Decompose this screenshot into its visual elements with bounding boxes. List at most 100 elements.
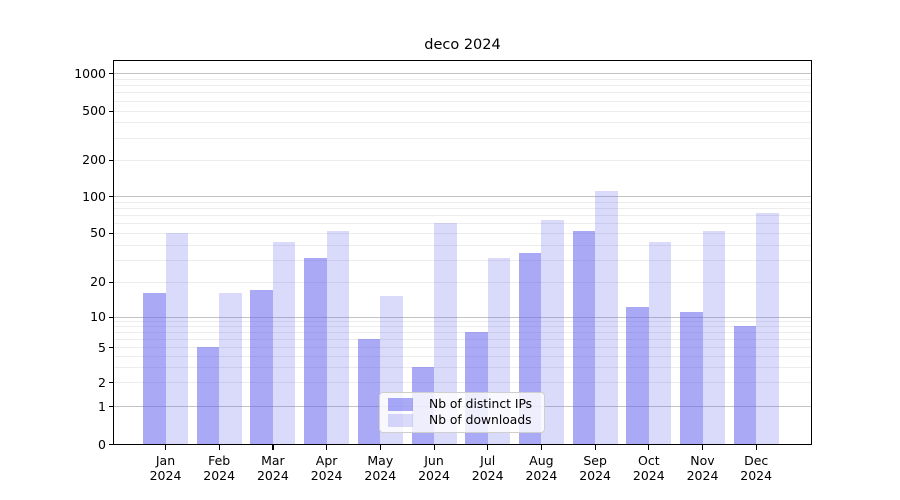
x-axis-tick [218, 445, 220, 450]
x-axis-tick-label: Jun 2024 [402, 453, 466, 483]
y-axis-tick-label: 1 [98, 398, 106, 414]
legend-swatch-distinct-ips [388, 398, 413, 411]
x-axis-tick [326, 445, 328, 450]
y-axis-tick-label: 200 [82, 152, 106, 167]
x-axis-tick-label-line: Feb [208, 453, 231, 468]
y-axis-tick-label: 50 [90, 225, 106, 241]
legend-label: Nb of distinct IPs [429, 396, 533, 411]
major-gridline [114, 73, 811, 75]
x-axis-tick-label-line: Jan [155, 453, 176, 468]
bar-distinct-ips [680, 311, 703, 444]
legend: Nb of distinct IPs Nb of downloads [379, 392, 545, 433]
x-axis-tick-label-line: 2024 [471, 468, 504, 483]
x-axis-tick-label: Jan 2024 [134, 453, 198, 483]
bar-distinct-ips [143, 292, 166, 444]
y-axis-tick [108, 347, 113, 349]
x-axis-tick-label: Nov 2024 [671, 453, 735, 483]
x-axis-tick [755, 445, 757, 450]
x-axis-tick [433, 445, 435, 450]
minor-gridline [114, 207, 811, 209]
x-axis-tick-label-line: 2024 [632, 468, 665, 483]
bar-downloads [219, 292, 242, 444]
legend-item: Nb of distinct IPs [388, 396, 536, 412]
y-axis-tick [108, 444, 113, 446]
x-axis-tick-label-line: Jul [480, 453, 496, 468]
x-axis-tick [540, 445, 543, 450]
x-axis-tick-label-line: Aug [529, 453, 554, 468]
minor-gridline [114, 259, 811, 261]
x-axis-tick-label-line: 2024 [310, 468, 343, 483]
x-axis-tick-label-line: Jun [424, 453, 444, 468]
x-axis-tick-label-line: 2024 [364, 468, 397, 483]
minor-gridline [114, 338, 811, 340]
x-axis-tick-label: Apr 2024 [295, 453, 359, 483]
x-axis-tick-label-line: 2024 [525, 468, 558, 483]
legend-swatch-downloads [388, 414, 413, 427]
minor-gridline [114, 78, 811, 80]
bar-distinct-ips [250, 289, 273, 444]
chart-title: deco 2024 [424, 37, 501, 53]
y-axis-tick-label: 20 [90, 274, 106, 289]
x-axis-tick-label-line: 2024 [149, 468, 182, 483]
x-axis-tick [594, 445, 596, 450]
y-axis-tick [108, 110, 113, 112]
bar-downloads [648, 241, 672, 444]
y-axis-tick [108, 159, 113, 161]
x-axis-tick-label: Dec 2024 [724, 453, 788, 483]
minor-gridline [114, 232, 811, 234]
x-axis-tick-label-line: Nov [690, 453, 715, 468]
x-axis-tick-label-line: 2024 [740, 468, 773, 483]
x-axis-tick-label-line: Oct [637, 453, 660, 468]
x-axis-tick-label-line: May [367, 453, 394, 468]
bar-distinct-ips [304, 258, 327, 444]
x-axis-tick-label-line: 2024 [203, 468, 236, 483]
x-axis-tick-label: Mar 2024 [241, 453, 305, 483]
x-axis-tick-label-line: 2024 [686, 468, 719, 483]
y-axis-tick [108, 232, 113, 234]
x-axis-tick [165, 445, 167, 450]
minor-gridline [114, 321, 811, 323]
minor-gridline [114, 100, 811, 102]
minor-gridline [114, 137, 811, 139]
y-axis-tick-label: 10 [90, 309, 106, 324]
y-axis-tick [108, 196, 113, 198]
y-axis-tick [108, 382, 113, 384]
minor-gridline [114, 332, 811, 334]
major-gridline [114, 196, 811, 197]
bar-downloads [434, 223, 457, 444]
y-axis-tick [108, 406, 113, 408]
y-axis-tick-label: 0 [98, 436, 106, 452]
minor-gridline [114, 85, 811, 87]
minor-gridline [114, 159, 811, 161]
minor-gridline [114, 122, 811, 124]
minor-gridline [114, 326, 811, 328]
bar-downloads [165, 232, 188, 444]
bar-distinct-ips [196, 347, 220, 444]
bar-downloads [595, 190, 618, 444]
y-axis-tick [108, 281, 113, 283]
x-axis-tick-label-line: 2024 [418, 468, 450, 483]
x-axis-tick-label-line: 2024 [256, 468, 289, 483]
x-axis-tick [487, 445, 489, 450]
x-axis-tick [379, 445, 381, 450]
minor-gridline [114, 92, 811, 94]
x-axis-tick-label: Sep 2024 [563, 453, 627, 483]
minor-gridline [114, 214, 811, 216]
x-axis-tick [272, 445, 274, 450]
x-axis-tick [702, 445, 704, 450]
x-axis-tick-label-line: Apr [315, 453, 338, 468]
bar-downloads [702, 230, 725, 444]
y-axis-tick-label: 100 [82, 188, 106, 204]
bar-downloads [326, 230, 350, 444]
bar-downloads [272, 241, 296, 444]
bar-distinct-ips [733, 326, 757, 444]
x-axis-tick-label: Aug 2024 [509, 453, 573, 483]
minor-gridline [114, 347, 811, 348]
legend-label: Nb of downloads [429, 413, 532, 428]
minor-gridline [114, 201, 811, 203]
x-axis-tick-label-line: Sep [583, 453, 607, 468]
major-gridline [114, 316, 811, 318]
minor-gridline [114, 223, 811, 225]
bar-distinct-ips [572, 230, 596, 444]
